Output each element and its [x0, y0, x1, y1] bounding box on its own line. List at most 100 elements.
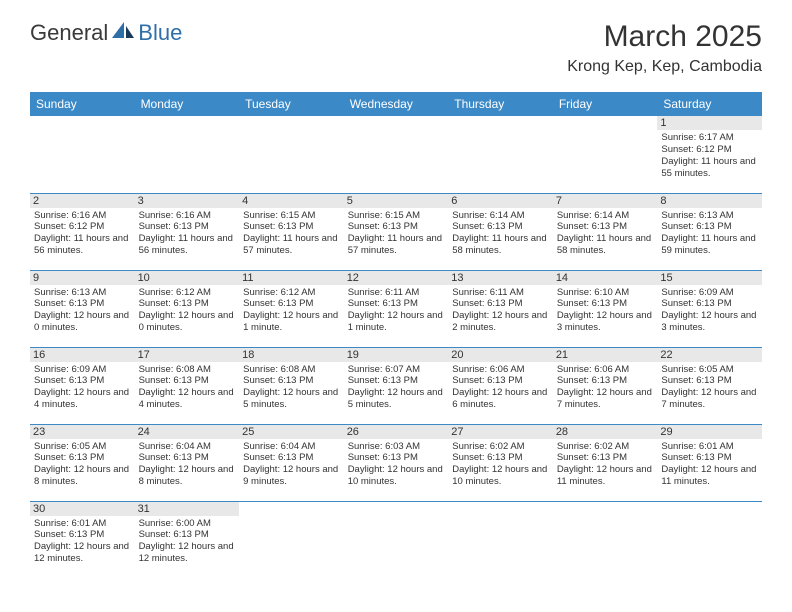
day-info: Sunrise: 6:08 AMSunset: 6:13 PMDaylight:… [243, 364, 340, 412]
calendar-cell: 17 Sunrise: 6:08 AMSunset: 6:13 PMDayligh… [135, 347, 240, 424]
day-info: Sunrise: 6:15 AMSunset: 6:13 PMDaylight:… [348, 210, 445, 258]
month-title: March 2025 [567, 20, 762, 54]
day-info: Sunrise: 6:12 AMSunset: 6:13 PMDaylight:… [139, 287, 236, 335]
day-info: Sunrise: 6:12 AMSunset: 6:13 PMDaylight:… [243, 287, 340, 335]
day-info: Sunrise: 6:03 AMSunset: 6:13 PMDaylight:… [348, 441, 445, 489]
daylight-text: Daylight: 12 hours and 5 minutes. [243, 387, 340, 411]
sunrise-text: Sunrise: 6:08 AM [243, 364, 340, 376]
day-number: 13 [448, 271, 553, 285]
calendar-cell [135, 116, 240, 193]
day-number: 5 [344, 194, 449, 208]
calendar-week-row: 2Sunrise: 6:16 AMSunset: 6:12 PMDaylight… [30, 193, 762, 270]
sunrise-text: Sunrise: 6:12 AM [243, 287, 340, 299]
day-info: Sunrise: 6:16 AMSunset: 6:13 PMDaylight:… [139, 210, 236, 258]
sunset-text: Sunset: 6:13 PM [557, 375, 654, 387]
calendar-cell: 21Sunrise: 6:06 AMSunset: 6:13 PMDayligh… [553, 347, 658, 424]
day-number: 7 [553, 194, 658, 208]
daylight-text: Daylight: 12 hours and 9 minutes. [243, 464, 340, 488]
day-info: Sunrise: 6:04 AMSunset: 6:13 PMDaylight:… [139, 441, 236, 489]
sunset-text: Sunset: 6:13 PM [139, 221, 236, 233]
sunset-text: Sunset: 6:12 PM [661, 144, 758, 156]
day-info: Sunrise: 6:09 AMSunset: 6:13 PMDaylight:… [661, 287, 758, 335]
sunset-text: Sunset: 6:13 PM [557, 452, 654, 464]
daylight-text: Daylight: 12 hours and 4 minutes. [139, 387, 236, 411]
sunrise-text: Sunrise: 6:07 AM [348, 364, 445, 376]
daylight-text: Daylight: 11 hours and 56 minutes. [139, 233, 236, 257]
logo-sail-icon [110, 20, 136, 40]
sunset-text: Sunset: 6:13 PM [661, 298, 758, 310]
weekday-header: Wednesday [344, 92, 449, 116]
day-number: 20 [448, 348, 553, 362]
sunset-text: Sunset: 6:12 PM [34, 221, 131, 233]
sunset-text: Sunset: 6:13 PM [557, 221, 654, 233]
sunrise-text: Sunrise: 6:02 AM [452, 441, 549, 453]
day-number: 8 [657, 194, 762, 208]
sunrise-text: Sunrise: 6:16 AM [139, 210, 236, 222]
weekday-header: Sunday [30, 92, 135, 116]
sunrise-text: Sunrise: 6:03 AM [348, 441, 445, 453]
day-number: 19 [344, 348, 449, 362]
calendar-week-row: 16Sunrise: 6:09 AMSunset: 6:13 PMDayligh… [30, 347, 762, 424]
calendar-cell: 24Sunrise: 6:04 AMSunset: 6:13 PMDayligh… [135, 424, 240, 501]
day-info: Sunrise: 6:07 AMSunset: 6:13 PMDaylight:… [348, 364, 445, 412]
day-info: Sunrise: 6:06 AMSunset: 6:13 PMDaylight:… [557, 364, 654, 412]
daylight-text: Daylight: 12 hours and 12 minutes. [139, 541, 236, 565]
calendar-cell: 19 Sunrise: 6:07 AMSunset: 6:13 PMDayligh… [344, 347, 449, 424]
sunrise-text: Sunrise: 6:08 AM [139, 364, 236, 376]
sunset-text: Sunset: 6:13 PM [661, 375, 758, 387]
day-info: Sunrise: 6:14 AMSunset: 6:13 PMDaylight:… [452, 210, 549, 258]
calendar-cell: 15Sunrise: 6:09 AMSunset: 6:13 PMDayligh… [657, 270, 762, 347]
day-info: Sunrise: 6:02 AMSunset: 6:13 PMDaylight:… [557, 441, 654, 489]
day-info: Sunrise: 6:16 AMSunset: 6:12 PMDaylight:… [34, 210, 131, 258]
calendar-cell: 11 Sunrise: 6:12 AMSunset: 6:13 PMDayligh… [239, 270, 344, 347]
sunset-text: Sunset: 6:13 PM [348, 452, 445, 464]
calendar-cell [344, 501, 449, 578]
sunrise-text: Sunrise: 6:01 AM [34, 518, 131, 530]
sunrise-text: Sunrise: 6:15 AM [243, 210, 340, 222]
weekday-header-row: SundayMondayTuesdayWednesdayThursdayFrid… [30, 92, 762, 116]
day-number: 17 [135, 348, 240, 362]
calendar-cell: 16Sunrise: 6:09 AMSunset: 6:13 PMDayligh… [30, 347, 135, 424]
calendar-cell: 20Sunrise: 6:06 AMSunset: 6:13 PMDayligh… [448, 347, 553, 424]
sunrise-text: Sunrise: 6:16 AM [34, 210, 131, 222]
daylight-text: Daylight: 11 hours and 56 minutes. [34, 233, 131, 257]
day-info: Sunrise: 6:00 AMSunset: 6:13 PMDaylight:… [139, 518, 236, 566]
calendar-cell [553, 116, 658, 193]
sunset-text: Sunset: 6:13 PM [243, 221, 340, 233]
daylight-text: Daylight: 11 hours and 58 minutes. [452, 233, 549, 257]
day-number: 25 [239, 425, 344, 439]
sunrise-text: Sunrise: 6:05 AM [661, 364, 758, 376]
sunset-text: Sunset: 6:13 PM [139, 452, 236, 464]
weekday-header: Thursday [448, 92, 553, 116]
day-number: 30 [30, 502, 135, 516]
day-number: 27 [448, 425, 553, 439]
daylight-text: Daylight: 12 hours and 2 minutes. [452, 310, 549, 334]
day-number: 26 [344, 425, 449, 439]
calendar-week-row: 1Sunrise: 6:17 AMSunset: 6:12 PMDaylight… [30, 116, 762, 193]
day-number: 10 [135, 271, 240, 285]
day-info: Sunrise: 6:02 AMSunset: 6:13 PMDaylight:… [452, 441, 549, 489]
sunset-text: Sunset: 6:13 PM [557, 298, 654, 310]
day-number: 18 [239, 348, 344, 362]
sunset-text: Sunset: 6:13 PM [452, 221, 549, 233]
daylight-text: Daylight: 12 hours and 8 minutes. [139, 464, 236, 488]
calendar-week-row: 30Sunrise: 6:01 AMSunset: 6:13 PMDayligh… [30, 501, 762, 578]
sunrise-text: Sunrise: 6:10 AM [557, 287, 654, 299]
logo-text-blue: Blue [138, 20, 182, 46]
sunset-text: Sunset: 6:13 PM [34, 375, 131, 387]
calendar-cell: 9Sunrise: 6:13 AMSunset: 6:13 PMDaylight… [30, 270, 135, 347]
calendar-cell [239, 501, 344, 578]
day-number: 16 [30, 348, 135, 362]
day-number: 23 [30, 425, 135, 439]
day-number: 1 [657, 116, 762, 130]
day-info: Sunrise: 6:08 AMSunset: 6:13 PMDaylight:… [139, 364, 236, 412]
daylight-text: Daylight: 12 hours and 11 minutes. [557, 464, 654, 488]
calendar-cell [448, 501, 553, 578]
daylight-text: Daylight: 11 hours and 55 minutes. [661, 156, 758, 180]
day-number: 12 [344, 271, 449, 285]
location: Krong Kep, Kep, Cambodia [567, 58, 762, 76]
daylight-text: Daylight: 12 hours and 0 minutes. [34, 310, 131, 334]
calendar-cell: 25Sunrise: 6:04 AMSunset: 6:13 PMDayligh… [239, 424, 344, 501]
day-number: 11 [239, 271, 344, 285]
sunset-text: Sunset: 6:13 PM [139, 298, 236, 310]
